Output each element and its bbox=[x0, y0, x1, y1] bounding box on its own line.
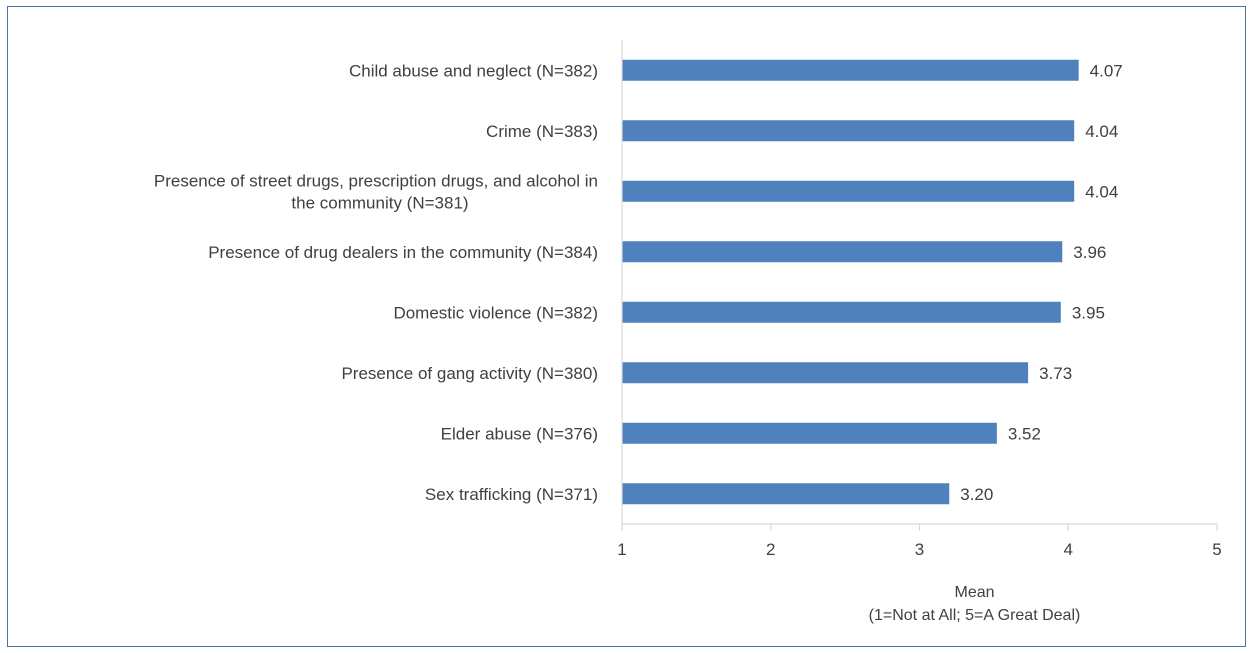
data-label: 4.04 bbox=[1085, 122, 1118, 141]
category-label: Elder abuse (N=376) bbox=[441, 424, 598, 443]
category-label-line: Child abuse and neglect (N=382) bbox=[349, 61, 598, 80]
data-label: 3.95 bbox=[1072, 303, 1105, 322]
data-label: 3.73 bbox=[1039, 364, 1072, 383]
x-axis-title: Mean bbox=[954, 584, 994, 601]
bar bbox=[622, 241, 1063, 263]
plot-area: 1 2 3 4 5 4.07 Child abuse and neglect (N=382)… bbox=[154, 40, 1222, 624]
x-tick-label: 3 bbox=[915, 540, 924, 559]
bar bbox=[622, 422, 997, 444]
data-label: 3.96 bbox=[1073, 243, 1106, 262]
category-label-line: Domestic violence (N=382) bbox=[393, 303, 598, 322]
category-label-line: Sex trafficking (N=371) bbox=[425, 485, 598, 504]
category-label: Sex trafficking (N=371) bbox=[425, 485, 598, 504]
bar bbox=[622, 362, 1029, 384]
bar-chart: 1 2 3 4 5 4.07 Child abuse and neglect (N=382)… bbox=[154, 40, 1222, 624]
x-tick-label: 5 bbox=[1212, 540, 1221, 559]
data-label: 4.07 bbox=[1090, 61, 1123, 80]
bar bbox=[622, 180, 1075, 202]
bar bbox=[622, 59, 1079, 81]
x-tick-label: 2 bbox=[766, 540, 775, 559]
x-tick-label: 1 bbox=[617, 540, 626, 559]
bar bbox=[622, 483, 950, 505]
category-label-line: Presence of drug dealers in the communit… bbox=[208, 243, 598, 262]
category-label-line: the community (N=381) bbox=[291, 193, 468, 212]
bar bbox=[622, 120, 1075, 142]
category-label-line: Elder abuse (N=376) bbox=[441, 424, 598, 443]
category-label-line: Presence of street drugs, prescription d… bbox=[154, 171, 598, 190]
bar bbox=[622, 301, 1061, 323]
chart-frame: 1 2 3 4 5 4.07 Child abuse and neglect (N=382)… bbox=[7, 6, 1246, 647]
category-label: Presence of street drugs, prescription d… bbox=[154, 171, 598, 212]
category-label-line: Crime (N=383) bbox=[486, 122, 598, 141]
category-label: Crime (N=383) bbox=[486, 122, 598, 141]
data-label: 4.04 bbox=[1085, 182, 1118, 201]
category-label: Child abuse and neglect (N=382) bbox=[349, 61, 598, 80]
x-tick-label: 4 bbox=[1064, 540, 1073, 559]
category-label-line: Presence of gang activity (N=380) bbox=[341, 364, 598, 383]
category-label: Presence of drug dealers in the communit… bbox=[208, 243, 598, 262]
category-label: Presence of gang activity (N=380) bbox=[341, 364, 598, 383]
x-axis-subtitle: (1=Not at All; 5=A Great Deal) bbox=[869, 607, 1081, 624]
data-label: 3.52 bbox=[1008, 424, 1041, 443]
data-label: 3.20 bbox=[960, 485, 993, 504]
category-label: Domestic violence (N=382) bbox=[393, 303, 598, 322]
